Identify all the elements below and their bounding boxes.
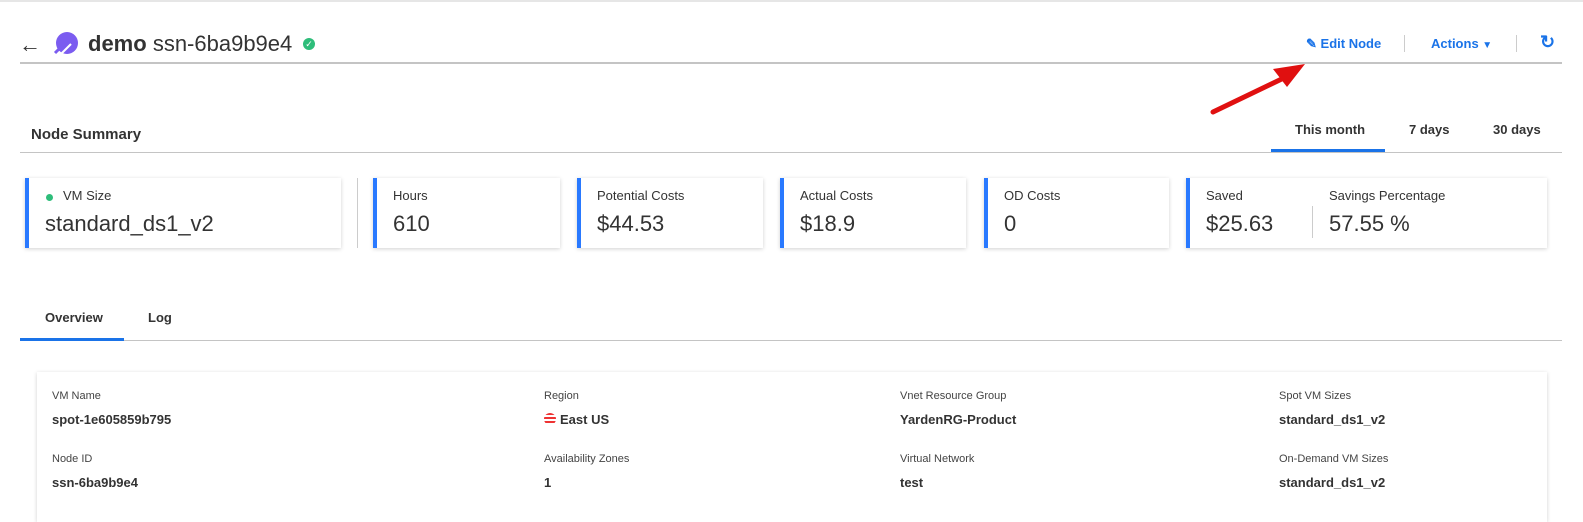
card-label: Actual Costs bbox=[800, 188, 873, 203]
card-value: $18.9 bbox=[800, 211, 856, 236]
card-value: 57.55 % bbox=[1329, 211, 1410, 236]
pencil-icon: ✎ bbox=[1306, 36, 1317, 51]
tab-this-month[interactable]: This month bbox=[1295, 122, 1366, 137]
detail-label: Node ID bbox=[52, 453, 93, 465]
card-label: Potential Costs bbox=[597, 188, 685, 203]
annotation-arrow bbox=[1210, 64, 1305, 115]
card-value: 0 bbox=[1004, 211, 1017, 236]
card-label: Savings Percentage bbox=[1329, 188, 1446, 203]
vm-name-link[interactable]: spot-1e605859b795 bbox=[52, 412, 172, 427]
tab-overview[interactable]: Overview bbox=[45, 310, 103, 325]
card-potential-costs: Potential Costs $44.53 bbox=[577, 178, 763, 248]
caret-down-icon: ▼ bbox=[1482, 40, 1493, 51]
card-label: OD Costs bbox=[1004, 188, 1061, 203]
detail-value: test bbox=[900, 475, 924, 490]
detail-label: Virtual Network bbox=[900, 453, 975, 465]
tab-30-days[interactable]: 30 days bbox=[1493, 122, 1541, 137]
tab-log[interactable]: Log bbox=[148, 310, 172, 325]
card-od-costs: OD Costs 0 bbox=[984, 178, 1169, 248]
detail-value: standard_ds1_v2 bbox=[1279, 475, 1386, 490]
detail-value: ssn-6ba9b9e4 bbox=[52, 475, 138, 490]
refresh-icon[interactable]: ↻ bbox=[1540, 32, 1556, 52]
card-savings: Saved $25.63 Savings Percentage 57.55 % bbox=[1186, 178, 1547, 248]
card-value: 610 bbox=[393, 211, 430, 236]
overview-details-card: VM Name spot-1e605859b795 Region East US… bbox=[37, 372, 1547, 522]
tab-7-days[interactable]: 7 days bbox=[1409, 122, 1450, 137]
actions-dropdown[interactable]: Actions ▼ bbox=[1431, 36, 1493, 51]
card-actual-costs: Actual Costs $18.9 bbox=[780, 178, 966, 248]
card-label: Hours bbox=[393, 188, 428, 203]
detail-label: Vnet Resource Group bbox=[900, 390, 1007, 402]
detail-label: Spot VM Sizes bbox=[1279, 390, 1352, 402]
detail-value: East US bbox=[560, 412, 610, 427]
card-label: Saved bbox=[1206, 188, 1243, 203]
card-value: standard_ds1_v2 bbox=[45, 211, 214, 236]
detail-label: VM Name bbox=[52, 390, 101, 402]
detail-label: On-Demand VM Sizes bbox=[1279, 453, 1389, 465]
card-hours: Hours 610 bbox=[373, 178, 560, 248]
card-value: $44.53 bbox=[597, 211, 665, 236]
card-vm-size: VM Size standard_ds1_v2 bbox=[25, 178, 341, 248]
page-title: demo ssn-6ba9b9e4 bbox=[88, 31, 293, 56]
edit-node-button[interactable]: ✎ Edit Node bbox=[1306, 36, 1382, 51]
detail-value: 1 bbox=[544, 475, 552, 490]
app-logo-icon bbox=[51, 31, 79, 62]
card-label: VM Size bbox=[63, 188, 112, 203]
detail-label: Region bbox=[544, 390, 579, 402]
section-title: Node Summary bbox=[31, 126, 142, 143]
status-ok-icon: ✓ bbox=[303, 38, 315, 50]
us-flag-icon bbox=[544, 413, 556, 425]
detail-label: Availability Zones bbox=[544, 453, 630, 465]
detail-value: YardenRG-Product bbox=[900, 412, 1017, 427]
detail-value: standard_ds1_v2 bbox=[1279, 412, 1386, 427]
card-value: $25.63 bbox=[1206, 211, 1274, 236]
back-arrow-icon[interactable]: ← bbox=[19, 32, 41, 57]
status-dot-icon bbox=[46, 194, 53, 201]
